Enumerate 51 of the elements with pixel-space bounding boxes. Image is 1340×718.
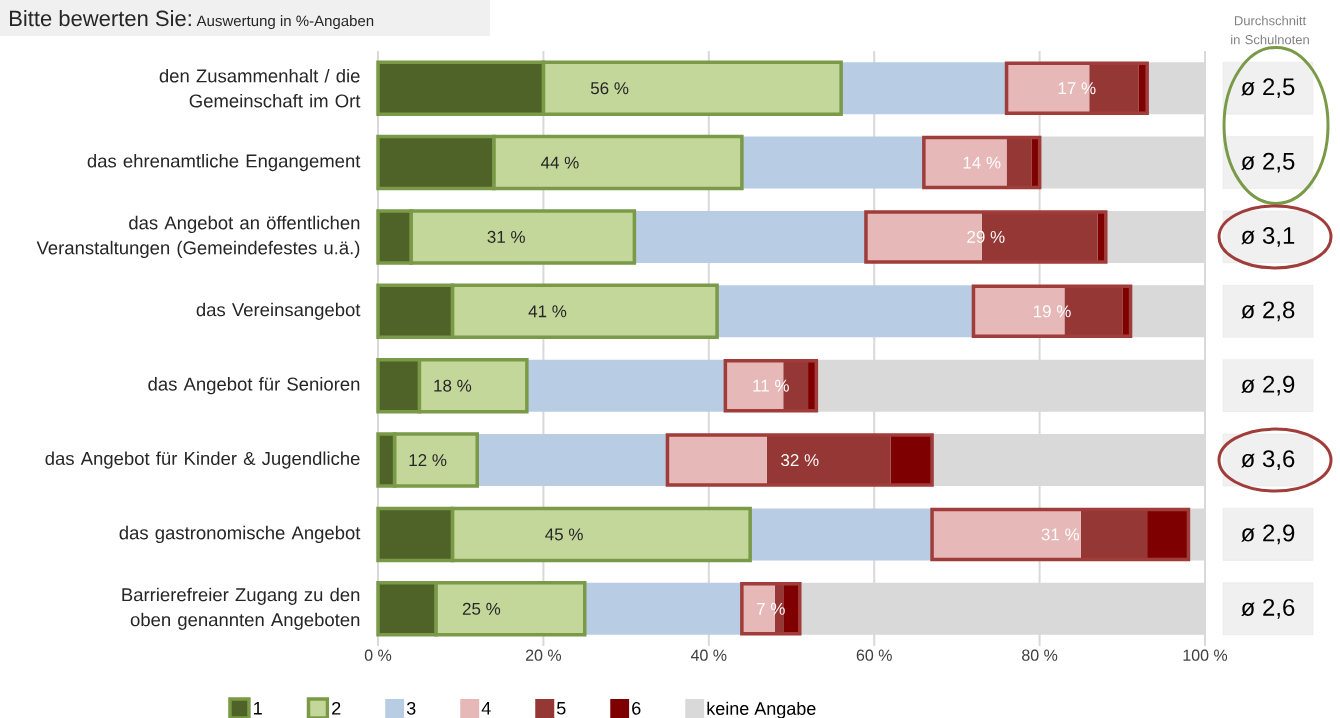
annotation: 41 % — [528, 305, 567, 318]
text: ø 3,1 — [1241, 226, 1295, 247]
legend-label: 5 — [556, 702, 566, 715]
text: Bitte bewerten Sie: — [10, 10, 191, 27]
annotation: 18 % — [434, 379, 472, 392]
text: ø 2,5 — [1241, 78, 1295, 99]
legend-label: 4 — [481, 702, 491, 715]
x-tick-label: 40 % — [690, 649, 727, 661]
y-tick-label: den Zusammenhalt / die Gemeinschaft im Ort — [159, 68, 361, 108]
y-tick-label: Barrierefreier Zugang zu den oben genannten Angeboten — [122, 587, 360, 630]
annotation: 32 % — [781, 454, 819, 467]
bar — [634, 210, 866, 263]
annotation: 31 % — [1041, 528, 1080, 541]
annotation: 45 % — [545, 528, 583, 541]
annotation: 14 % — [963, 156, 1001, 169]
y-tick-label: das Vereinsangebot — [196, 302, 361, 320]
chart-subtitle: Auswertung in %-Angaben — [196, 15, 374, 30]
bar — [526, 359, 726, 412]
annotation: 56 % — [590, 82, 629, 95]
text: ø 2,6 — [1241, 598, 1295, 619]
x-tick-label: 60 % — [856, 649, 892, 661]
text: ø 2,9 — [1241, 375, 1295, 396]
legend-label: 3 — [406, 701, 416, 715]
text: ø 2,8 — [1241, 301, 1295, 322]
y-tick-label: das Angebot an öffentlichen Veranstaltungen (Gemeindefestes u.ä.) — [36, 215, 360, 259]
y-tick-label: das ehrenamtliche Engangement — [87, 153, 361, 172]
annotation: 25 % — [462, 602, 501, 615]
text: Durchschnitt in Schulnoten — [1231, 15, 1309, 45]
y-tick-label: das gastronomische Angebot — [119, 525, 361, 544]
bar — [750, 508, 933, 561]
x-tick-label: 20 % — [525, 649, 562, 661]
text: ø 2,9 — [1241, 524, 1295, 545]
x-tick-label: 0 % — [364, 649, 392, 661]
legend-label: 1 — [254, 702, 262, 715]
y-tick-label: das Angebot für Senioren — [148, 377, 360, 395]
legend-label: 6 — [632, 701, 641, 715]
annotation: 12 % — [409, 454, 447, 467]
annotation: 44 % — [540, 156, 579, 169]
bar — [741, 136, 924, 189]
legend-label: keine Angabe — [707, 701, 816, 718]
y-tick-label: das Angebot für Kinder & Jugendliche — [45, 451, 360, 469]
bar — [584, 582, 742, 635]
annotation: 31 % — [487, 230, 525, 243]
bar — [841, 62, 1007, 115]
bar — [477, 434, 668, 487]
legend-label: 2 — [332, 701, 341, 715]
x-tick-label: 100 % — [1183, 649, 1228, 661]
text: ø 2,5 — [1241, 152, 1295, 173]
x-tick-label: 80 % — [1022, 649, 1058, 661]
text: ø 3,6 — [1241, 450, 1295, 471]
bar — [717, 285, 974, 338]
